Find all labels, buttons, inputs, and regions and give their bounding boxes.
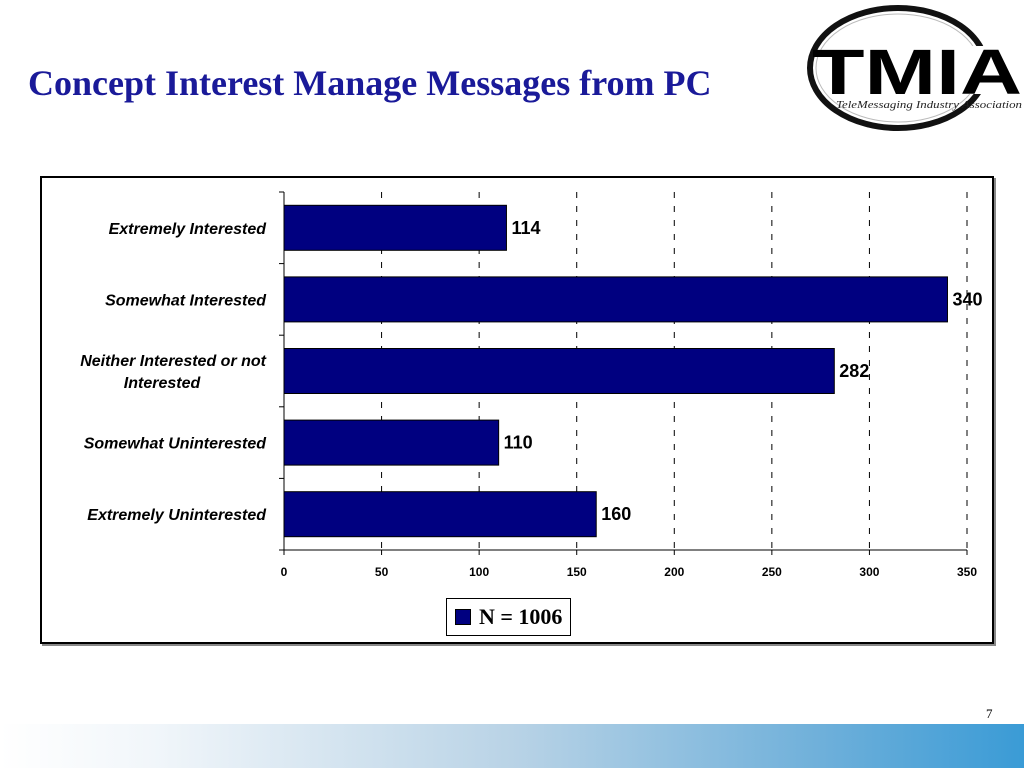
bar-value-label-3: 110 [504,433,533,453]
category-label-2-0: Neither Interested or not [80,353,266,370]
axis-layer: 0 50 100 150 200 250 300 350 [279,191,977,579]
page-number: 7 [986,706,993,721]
bar-value-label-1: 340 [952,289,982,309]
tick-label-x-200: 200 [664,565,684,579]
bar-value-label-2: 282 [839,361,869,381]
category-label-2-1: Interested [124,375,202,392]
legend: N = 1006 [446,598,572,636]
legend-label: N = 1006 [479,604,563,629]
category-label-1-0: Somewhat Interested [105,292,267,309]
tick-label-x-300: 300 [859,565,879,579]
tick-label-x-150: 150 [567,565,587,579]
logo-text: TMIA [812,36,1022,108]
legend-swatch [455,609,471,625]
bar-value-label-0: 114 [511,218,540,238]
page-title: Concept Interest Manage Messages from PC [28,63,712,103]
bar-1 [283,276,948,323]
bar-4 [283,491,597,538]
category-label-0-0: Extremely Interested [109,221,268,238]
bar-0 [283,204,507,251]
tmia-logo-graphic: TMIA TeleMessaging Industry Association [807,5,1023,131]
tick-label-x-100: 100 [469,565,489,579]
footer-band [0,724,1024,768]
bar-2 [283,348,835,394]
bars-layer [283,204,948,538]
tick-label-x-250: 250 [762,565,782,579]
bar-chart: 0 50 100 150 200 250 300 350 114 Extremely Inter… [80,191,983,579]
tick-label-x-350: 350 [957,565,977,579]
chart-frame: 0 50 100 150 200 250 300 350 114 Extremely Inter… [40,176,994,644]
labels-layer: 114 Extremely Interested 340 Somewhat Inter… [80,218,982,524]
category-label-4-0: Extremely Uninterested [87,507,267,524]
tick-label-x-50: 50 [375,565,389,579]
category-label-3-0: Somewhat Uninterested [84,436,267,453]
tmia-logo: TMIA TeleMessaging Industry Association [800,2,1024,134]
bar-3 [283,419,500,466]
logo-tagline: TeleMessaging Industry Association [836,99,1023,111]
bar-value-label-4: 160 [601,504,631,524]
tick-label-x-0: 0 [281,565,288,579]
grid-layer [381,192,968,550]
